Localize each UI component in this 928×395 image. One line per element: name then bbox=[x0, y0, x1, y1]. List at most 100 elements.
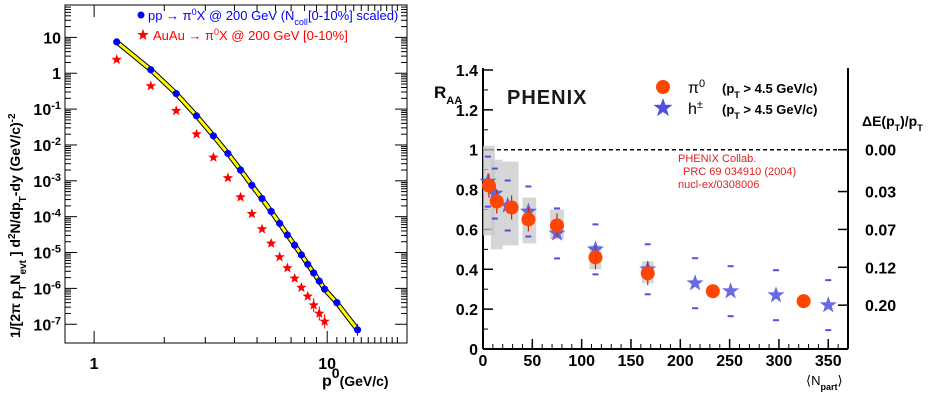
pp-point bbox=[291, 241, 299, 249]
left-x-tick-label: 1 bbox=[90, 356, 99, 373]
left-plot-frame bbox=[64, 4, 408, 344]
pp-point bbox=[236, 166, 245, 174]
left-y-tick-label: 10-2 bbox=[33, 136, 61, 155]
legend-marker-auau bbox=[137, 29, 149, 40]
pp-point bbox=[321, 285, 329, 293]
right-secondary-tick-label: 0.03 bbox=[865, 185, 896, 202]
legend-auau-label: AuAu → π0X @ 200 GeV [0-10%] bbox=[153, 27, 348, 43]
right-x-tick-label: 200 bbox=[667, 353, 694, 370]
right-x-tick-label: 0 bbox=[479, 353, 488, 370]
legend-marker-pp bbox=[137, 11, 145, 19]
pp-point bbox=[333, 299, 341, 307]
right-legend: π0 (pT > 4.5 GeV/c) h± (pT > 4.5 GeV/c) bbox=[653, 78, 817, 121]
right-x-axis-label: ⟨Npart⟩ bbox=[806, 373, 843, 392]
phenix-logo: PHENIX bbox=[507, 87, 587, 109]
annotation-line-1: PHENIX Collab. bbox=[678, 153, 756, 165]
auau-point bbox=[222, 172, 234, 183]
pi0-point bbox=[640, 266, 655, 281]
right-x-tick-label: 150 bbox=[618, 353, 645, 370]
left-y-axis-label: 1/[2π pTNevt ] d2N/dpT-dy (GeV/c)-2 bbox=[7, 113, 29, 338]
auau-point bbox=[191, 128, 202, 139]
pp-point bbox=[304, 260, 312, 268]
legend-h-cut: (pT > 4.5 GeV/c) bbox=[722, 102, 817, 121]
left-x-axis-label: p0(GeV/c) bbox=[322, 365, 389, 390]
left-y-tick-label: 10-1 bbox=[33, 100, 61, 119]
pp-point bbox=[276, 219, 284, 227]
right-y-tick-label: 0.4 bbox=[456, 262, 478, 279]
legend-h-name: h± bbox=[688, 99, 703, 118]
pp-point bbox=[224, 149, 232, 158]
auau-point bbox=[111, 54, 122, 65]
legend-marker-pi0 bbox=[656, 80, 670, 94]
left-y-tick-label: 1 bbox=[52, 66, 61, 83]
right-secondary-tick-label: 0.00 bbox=[865, 143, 896, 160]
left-y-tick-label: 10-4 bbox=[33, 208, 61, 227]
right-y-tick-label: 0.8 bbox=[456, 183, 478, 200]
pi0-point bbox=[549, 218, 564, 233]
pp-point bbox=[283, 231, 292, 239]
h-point bbox=[722, 282, 740, 299]
phenix-logo-text: PHENIX bbox=[507, 87, 587, 109]
right-x-tick-label: 50 bbox=[523, 353, 541, 370]
right-x-tick-label: 100 bbox=[568, 353, 595, 370]
right-x-tick-label: 250 bbox=[716, 353, 743, 370]
pi0-point bbox=[705, 284, 720, 299]
left-y-tick-label: 10 bbox=[43, 30, 61, 47]
auau-point bbox=[256, 223, 268, 234]
right-x-tick-label: 300 bbox=[766, 353, 793, 370]
right-x-tick-label: 350 bbox=[815, 353, 842, 370]
pp-point bbox=[147, 66, 155, 74]
h-point bbox=[767, 286, 785, 303]
auau-point bbox=[235, 191, 246, 202]
pp-point bbox=[113, 38, 121, 46]
pp-point bbox=[258, 194, 266, 203]
right-secondary-axis-label: ΔE(pT)/pT bbox=[862, 113, 923, 133]
auau-point bbox=[171, 105, 182, 116]
right-chart: 0 0.2 0.4 0.6 0.8 1 1.2 1.4 0 50 100 150 200 250 300 35… bbox=[434, 63, 923, 392]
auau-point bbox=[265, 237, 277, 248]
auau-point bbox=[302, 290, 313, 301]
pp-point bbox=[192, 112, 201, 120]
auau-point bbox=[314, 308, 325, 318]
annotation-line-3: nucl-ex/0308006 bbox=[678, 179, 759, 191]
pi0-point bbox=[489, 194, 504, 209]
left-y-tick-label: 10-3 bbox=[33, 172, 61, 191]
right-secondary-tick-label: 0.20 bbox=[865, 298, 896, 315]
right-y-tick-label: 0.6 bbox=[456, 222, 478, 239]
legend-pi0-cut: (pT > 4.5 GeV/c) bbox=[722, 81, 817, 100]
h-point bbox=[819, 296, 837, 313]
right-secondary-tick-label: 0.07 bbox=[865, 222, 896, 239]
pp-point bbox=[310, 269, 318, 277]
legend-pi0-name: π0 bbox=[688, 78, 705, 97]
pp-point bbox=[315, 277, 323, 285]
auau-point bbox=[289, 272, 300, 283]
pp-point bbox=[248, 181, 256, 189]
publication-annotation: PHENIX Collab. PRC 69 034910 (2004) nucl… bbox=[678, 153, 796, 191]
right-secondary-tick-label: 0.12 bbox=[865, 260, 896, 277]
left-y-tick-label: 10-7 bbox=[33, 315, 61, 334]
pp-point bbox=[297, 251, 305, 259]
pp-point bbox=[172, 90, 180, 98]
auau-point bbox=[319, 315, 330, 326]
right-y-axis-label: RAA bbox=[434, 83, 462, 107]
legend-marker-h bbox=[653, 98, 673, 117]
left-x-tick-label: 10 bbox=[318, 356, 336, 373]
right-y-tick-label: 0 bbox=[469, 342, 478, 359]
right-y-tick-label: 1 bbox=[469, 143, 478, 160]
pi0-point bbox=[481, 178, 496, 193]
pi0-point bbox=[588, 250, 603, 265]
pi0-point bbox=[796, 294, 811, 309]
left-legend: pp → π0X @ 200 GeV (Ncoll[0-10%] scaled)… bbox=[137, 7, 398, 43]
auau-point bbox=[208, 151, 219, 162]
auau-point bbox=[246, 208, 258, 219]
legend-pp-label: pp → π0X @ 200 GeV (Ncoll[0-10%] scaled) bbox=[148, 7, 398, 27]
h-point bbox=[686, 274, 704, 291]
auau-point bbox=[282, 262, 293, 273]
left-y-tick-label: 10-5 bbox=[33, 244, 61, 263]
auau-point bbox=[274, 251, 285, 262]
right-y-tick-label: 0.2 bbox=[456, 302, 478, 319]
pi0-point bbox=[504, 200, 519, 215]
pp-point bbox=[209, 132, 218, 140]
pp-point bbox=[267, 207, 275, 216]
